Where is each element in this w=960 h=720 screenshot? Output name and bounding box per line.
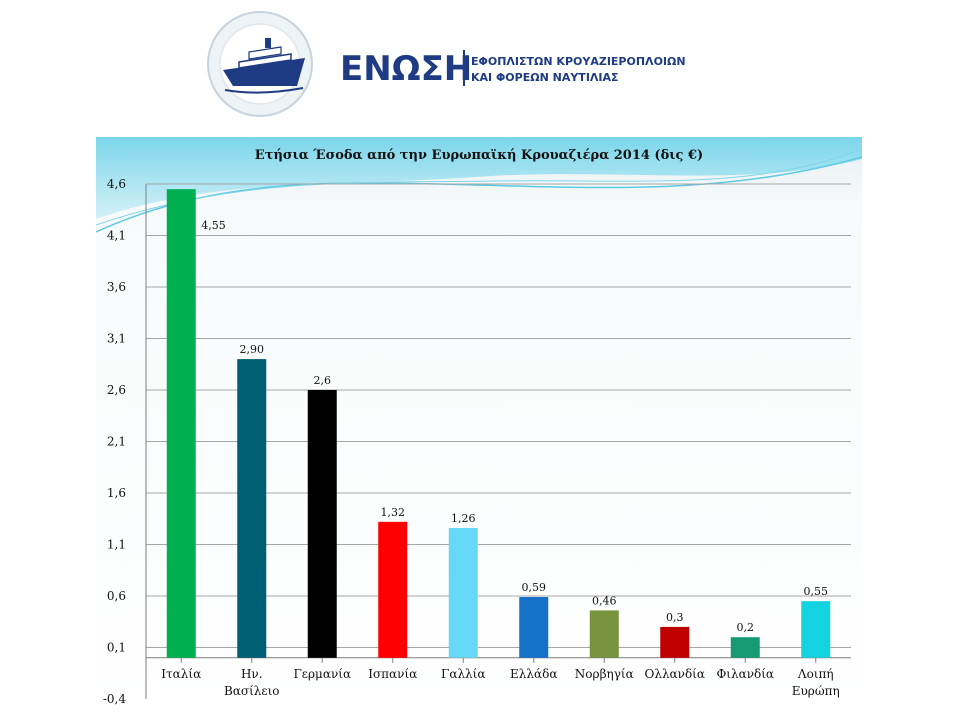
category-label: Γαλλία (441, 667, 485, 681)
bar (237, 359, 267, 658)
bar (166, 189, 196, 658)
bar (307, 390, 337, 658)
org-name: ΕΝΩΣΗ (340, 49, 472, 89)
logo-divider (463, 50, 465, 86)
category-label: Φιλανδία (716, 667, 774, 681)
data-label: 2,6 (314, 374, 332, 387)
data-label: 0,3 (666, 611, 684, 624)
data-label: 1,32 (381, 506, 406, 519)
bar (801, 601, 831, 658)
bar (519, 597, 549, 658)
cruise-ship-emblem-icon (207, 11, 313, 117)
bar (589, 610, 619, 658)
header-wave-decoration (96, 137, 862, 233)
bar (730, 637, 760, 658)
org-subtitle-line2: ΚΑΙ ΦΟΡΕΩΝ ΝΑΥΤΙΛΙΑΣ (471, 71, 619, 84)
category-label: Ισπανία (368, 667, 417, 681)
data-labels: 4,55 2,90 2,6 1,32 1,26 0,59 0,46 0,3 0,2 0,55 (201, 219, 828, 634)
logo: ΕΝΩΣΗ ΕΦΟΠΛΙΣΤΩΝ ΚΡΟΥΑΖΙΕΡΟΠΛΟΙΩΝ ΚΑΙ ΦΟ… (207, 11, 686, 117)
category-label: Ιταλία (161, 667, 201, 681)
y-tick-label: 3,6 (107, 280, 126, 294)
bar-chart: Ετήσια Έσοδα από την Ευρωπαϊκή Κρουαζιέρ… (96, 137, 862, 714)
category-label: Γερμανία (293, 667, 351, 681)
chart-background (96, 137, 862, 714)
y-tick-label: 3,1 (107, 332, 126, 346)
data-label: 0,2 (737, 621, 755, 634)
y-tick-label: 0,1 (107, 641, 126, 655)
bars (166, 189, 831, 658)
category-labels: Ιταλία Ην. Βασίλειο Γερμανία Ισπανία Γαλλία Ελ… (161, 667, 839, 698)
data-label: 4,55 (201, 219, 226, 232)
data-label: 0,55 (804, 585, 829, 598)
category-label: Λοιπή (797, 667, 834, 681)
bar (448, 528, 478, 658)
y-tick-label: -0,4 (103, 692, 127, 706)
chart-title: Ετήσια Έσοδα από την Ευρωπαϊκή Κρουαζιέρ… (255, 148, 703, 163)
data-label: 2,90 (240, 343, 265, 356)
data-label: 0,46 (592, 594, 617, 607)
y-tick-label: 1,1 (107, 538, 126, 552)
category-label: Ευρώπη (792, 684, 840, 698)
category-label: Νορβηγία (575, 667, 634, 681)
category-label: Ολλανδία (645, 667, 705, 681)
org-subtitle-line1: ΕΦΟΠΛΙΣΤΩΝ ΚΡΟΥΑΖΙΕΡΟΠΛΟΙΩΝ (471, 55, 686, 68)
category-label: Ην. (241, 667, 263, 681)
y-tick-label: 0,6 (107, 589, 126, 603)
data-label: 1,26 (451, 512, 476, 525)
category-label: Ελλάδα (510, 667, 557, 681)
y-tick-label: 4,1 (107, 229, 126, 243)
y-tick-label: 4,6 (107, 177, 126, 191)
category-label: Βασίλειο (224, 684, 280, 698)
data-label: 0,59 (522, 581, 547, 594)
y-tick-label: 2,6 (107, 383, 126, 397)
bar (660, 626, 690, 658)
bar (378, 521, 408, 658)
y-tick-labels: 4,6 4,1 3,6 3,1 2,6 2,1 1,6 1,1 0,6 0,1 -0,4 (103, 177, 127, 706)
y-tick-label: 1,6 (107, 486, 126, 500)
y-tick-label: 2,1 (107, 435, 126, 449)
